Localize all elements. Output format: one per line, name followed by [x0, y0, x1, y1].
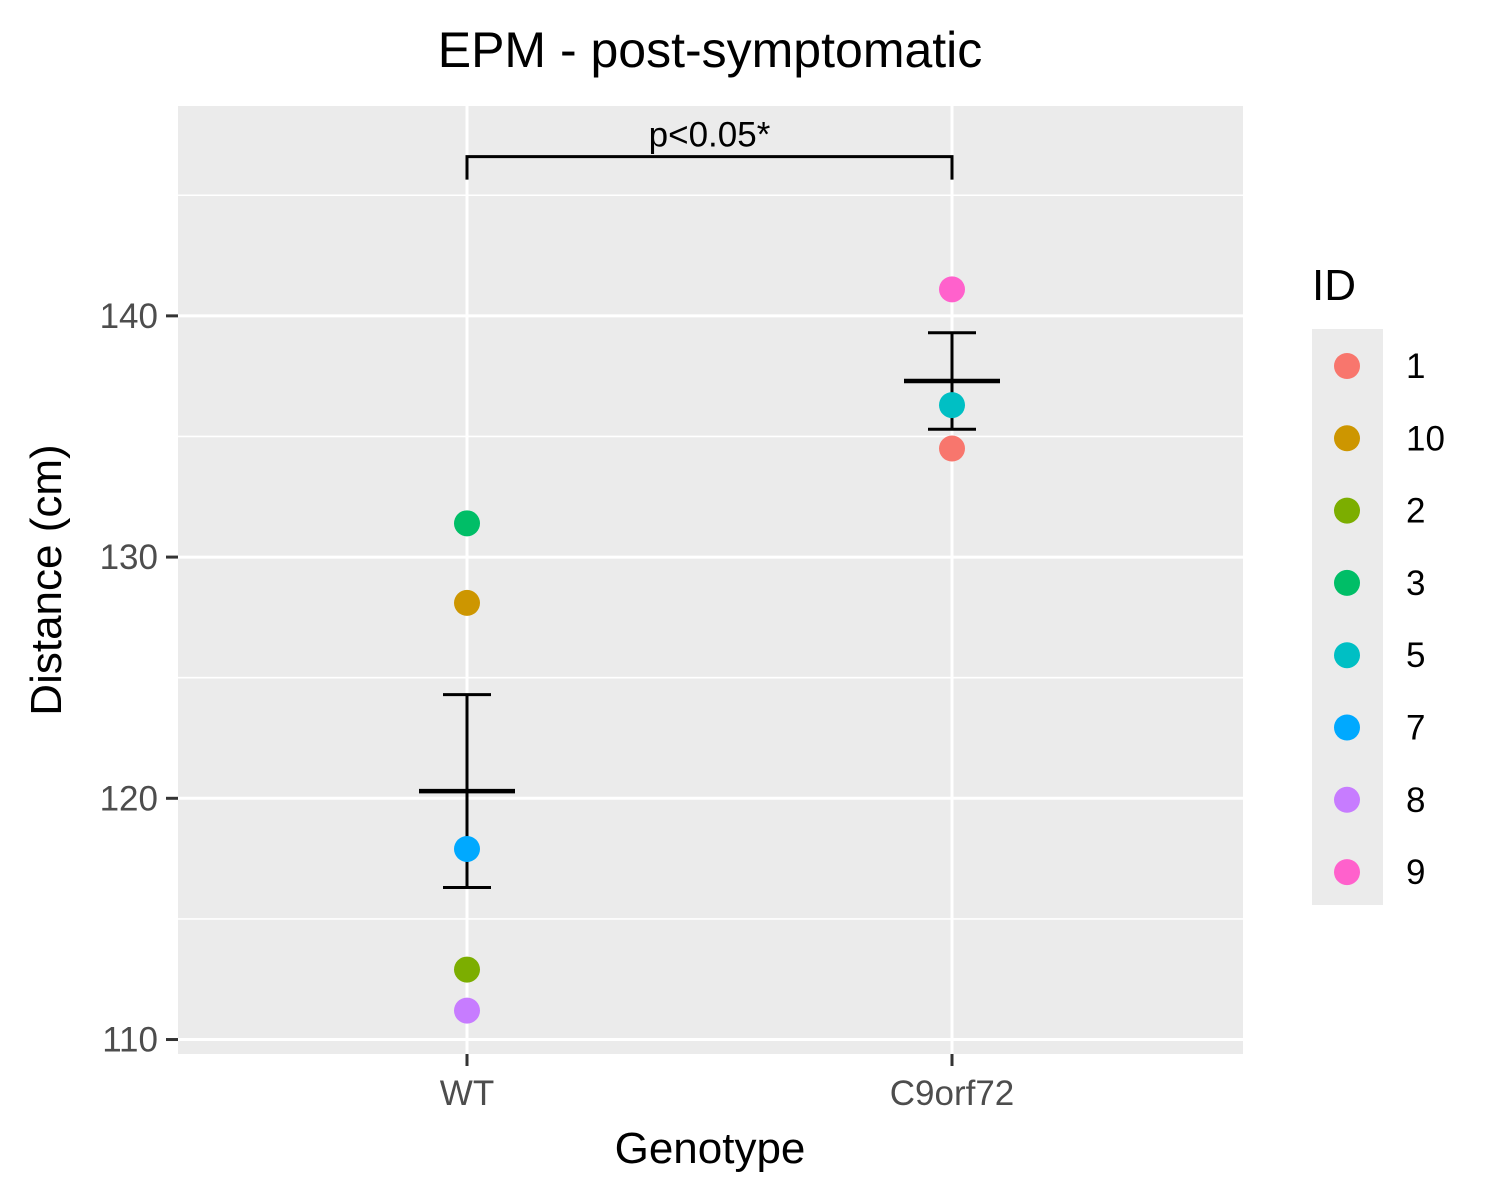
data-point: [939, 392, 965, 419]
legend-label: 1: [1406, 347, 1425, 386]
legend: ID 1 10 2 3 5 7 8 9: [1312, 261, 1445, 905]
legend-label: 5: [1406, 636, 1425, 675]
y-tick-label: 140: [100, 297, 158, 336]
legend-key-background: [1312, 329, 1383, 905]
data-point: [939, 435, 965, 462]
y-tick-label: 110: [102, 1021, 158, 1060]
legend-key: [1334, 569, 1360, 596]
data-point: [454, 956, 480, 983]
legend-label: 9: [1406, 853, 1425, 892]
x-axis: WT C9orf72: [440, 1054, 1014, 1113]
legend-key: [1334, 497, 1360, 524]
legend-label: 2: [1406, 492, 1425, 531]
significance-annotation: p<0.05*: [465, 116, 954, 180]
data-point: [454, 997, 480, 1024]
legend-key: [1334, 353, 1360, 379]
plot-panel: [178, 106, 1243, 1054]
data-point: [454, 835, 480, 862]
chart-title: EPM - post-symptomatic: [438, 22, 983, 78]
legend-key: [1334, 714, 1360, 741]
y-tick-label: 130: [100, 538, 158, 577]
legend-title: ID: [1312, 261, 1356, 310]
legend-label: 7: [1406, 709, 1425, 748]
data-point: [454, 589, 480, 616]
data-point: [939, 276, 965, 303]
major-gridlines: [178, 106, 1243, 1054]
x-tick-label: C9orf72: [890, 1074, 1015, 1113]
y-axis-title: Distance (cm): [22, 444, 71, 715]
legend-key: [1334, 859, 1360, 886]
legend-label: 8: [1406, 781, 1425, 820]
legend-key: [1334, 642, 1360, 669]
legend-key: [1334, 786, 1360, 813]
legend-label: 3: [1406, 564, 1425, 603]
legend-key: [1334, 425, 1360, 452]
data-points: [454, 276, 965, 1024]
x-axis-title: Genotype: [615, 1124, 806, 1173]
legend-entries: 1 10 2 3 5 7 8 9: [1334, 347, 1445, 892]
y-axis: 110 120 130 140: [100, 297, 178, 1060]
data-point: [454, 510, 480, 537]
significance-label: p<0.05*: [649, 116, 771, 155]
x-tick-label: WT: [440, 1074, 494, 1113]
legend-label: 10: [1406, 419, 1445, 458]
minor-gridlines: [178, 194, 1243, 920]
significance-bracket: [465, 155, 954, 180]
y-tick-label: 120: [100, 779, 158, 818]
